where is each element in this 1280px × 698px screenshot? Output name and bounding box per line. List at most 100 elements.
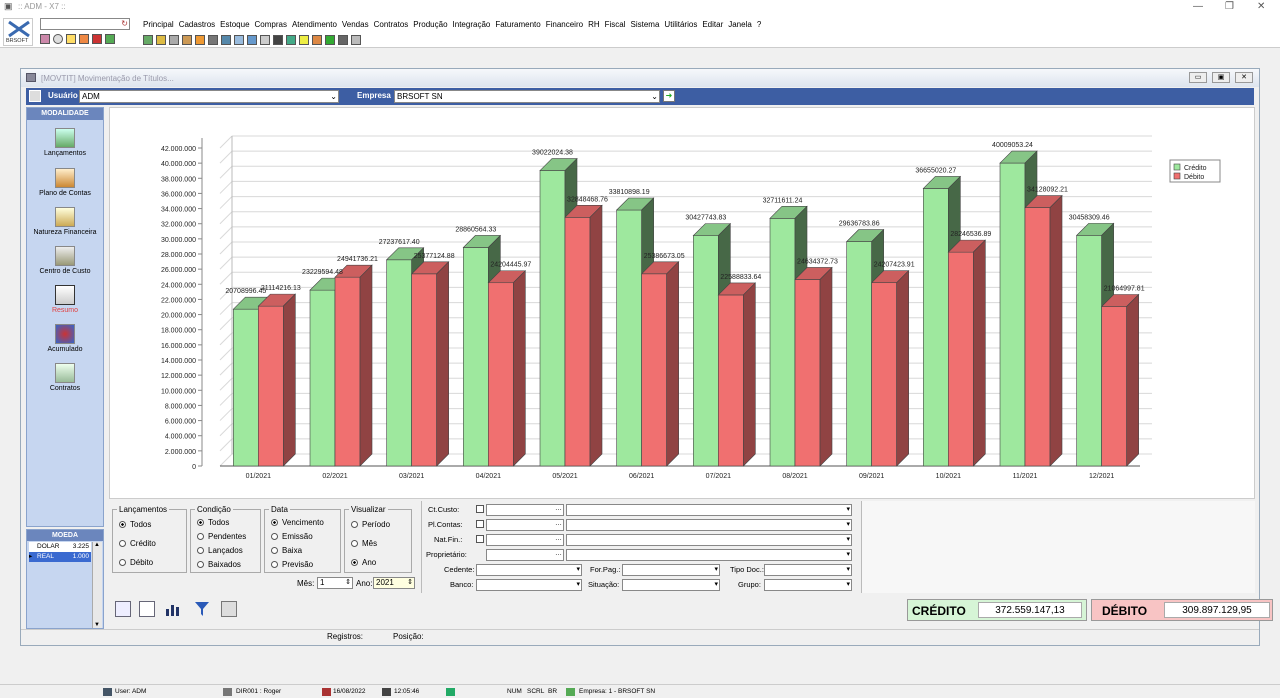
key-icon[interactable]	[66, 34, 76, 44]
sidebar-item-centro-de-custo[interactable]: Centro de Custo	[27, 246, 103, 275]
report-icon[interactable]	[115, 601, 131, 617]
toolbar-icon[interactable]	[234, 35, 244, 45]
toolbar-icon[interactable]	[286, 35, 296, 45]
info-icon[interactable]	[53, 34, 63, 44]
menu-vendas[interactable]: Vendas	[341, 20, 369, 29]
toolbar-icon[interactable]	[247, 35, 257, 45]
radio-data-previsao[interactable]: Previsão	[271, 560, 313, 569]
scroll-down-icon[interactable]: ▼	[94, 622, 100, 628]
menu-principal[interactable]: Principal	[143, 20, 174, 29]
toolbar-icon[interactable]	[221, 35, 231, 45]
close-icon[interactable]: ✕	[1257, 1, 1266, 12]
proprietario-code-input[interactable]: …	[486, 549, 564, 561]
scroll-up-icon[interactable]: ▲	[94, 542, 100, 548]
menu-estoque[interactable]: Estoque	[220, 20, 250, 29]
lookup-icon[interactable]: …	[555, 550, 562, 557]
radio-vis-periodo[interactable]: Período	[351, 520, 390, 529]
toolbar-icon[interactable]	[312, 35, 322, 45]
print-icon[interactable]	[221, 601, 237, 617]
empresa-select[interactable]: BRSOFT SN ⌄	[394, 90, 660, 103]
toolbar-icon[interactable]	[351, 35, 361, 45]
restore-icon[interactable]: ❐	[1225, 1, 1234, 12]
menu-rh[interactable]: RH	[588, 20, 600, 29]
lookup-icon[interactable]: …	[555, 535, 562, 542]
toolbar-icon[interactable]	[143, 35, 153, 45]
grupo-select[interactable]: ▾	[764, 579, 852, 591]
radio-data-vencimento[interactable]: Vencimento	[271, 518, 324, 527]
toolbar-icon[interactable]	[169, 35, 179, 45]
calculator-icon[interactable]	[40, 34, 50, 44]
toolbar-icon[interactable]	[195, 35, 205, 45]
quick-search-input[interactable]: ↻	[40, 18, 130, 30]
menu-producao[interactable]: Produção	[413, 20, 448, 29]
ctcusto-checkbox[interactable]	[476, 505, 484, 513]
radio-data-emissao[interactable]: Emissão	[271, 532, 313, 541]
radio-lanc-credito[interactable]: Crédito	[119, 539, 156, 548]
radio-cond-lancados[interactable]: Lançados	[197, 546, 243, 555]
toolbar-icon[interactable]	[299, 35, 309, 45]
minimize-icon[interactable]: —	[1193, 1, 1203, 12]
banco-select[interactable]: ▾	[476, 579, 582, 591]
moeda-row-dolar[interactable]: DOLAR 3.225	[29, 542, 91, 552]
toolbar-icon[interactable]	[338, 35, 348, 45]
natfin-checkbox[interactable]	[476, 535, 484, 543]
moeda-scrollbar[interactable]: ▲ ▼	[92, 542, 102, 628]
forpag-select[interactable]: ▾	[622, 564, 720, 576]
sidebar-item-lancamentos[interactable]: Lançamentos	[27, 128, 103, 157]
menu-cadastros[interactable]: Cadastros	[178, 20, 216, 29]
sidebar-item-plano-de-contas[interactable]: Plano de Contas	[27, 168, 103, 197]
toolbar-icon[interactable]	[325, 35, 335, 45]
proprietario-select[interactable]: ▾	[566, 549, 852, 561]
menu-editar[interactable]: Editar	[702, 20, 724, 29]
moeda-row-real[interactable]: ▸ REAL 1.000	[29, 552, 91, 562]
spin-icon[interactable]: ⇕	[345, 579, 351, 586]
toolbar-icon[interactable]	[208, 35, 218, 45]
wrench-icon[interactable]	[92, 34, 102, 44]
sidebar-item-acumulado[interactable]: Acumulado	[27, 324, 103, 353]
radio-lanc-debito[interactable]: Débito	[119, 558, 153, 567]
menu-financeiro[interactable]: Financeiro	[545, 20, 584, 29]
natfin-code-input[interactable]: …	[486, 534, 564, 546]
toolbar-icon[interactable]	[182, 35, 192, 45]
ano-spinner[interactable]: 2021 ⇕	[373, 577, 415, 589]
tipodoc-select[interactable]: ▾	[764, 564, 852, 576]
lookup-icon[interactable]: …	[555, 520, 562, 527]
exit-icon[interactable]	[105, 34, 115, 44]
plcontas-checkbox[interactable]	[476, 520, 484, 528]
menu-compras[interactable]: Compras	[254, 20, 287, 29]
sidebar-item-resumo[interactable]: Resumo	[27, 285, 103, 314]
window-minimize-button[interactable]: ▭	[1189, 72, 1207, 83]
toolbar-icon[interactable]	[260, 35, 270, 45]
filter-icon[interactable]	[194, 601, 210, 617]
plcontas-select[interactable]: ▾	[566, 519, 852, 531]
mes-spinner[interactable]: 1 ⇕	[317, 577, 353, 589]
radio-vis-ano[interactable]: Ano	[351, 558, 376, 567]
radio-lanc-todos[interactable]: Todos	[119, 520, 151, 529]
bar-chart-icon[interactable]	[164, 601, 180, 617]
radio-cond-todos[interactable]: Todos	[197, 518, 229, 527]
lookup-icon[interactable]: …	[555, 505, 562, 512]
apply-icon[interactable]: ➜	[663, 90, 675, 102]
menu-atendimento[interactable]: Atendimento	[291, 20, 337, 29]
menu-integracao[interactable]: Integração	[452, 20, 491, 29]
toolbar-icon[interactable]	[156, 35, 166, 45]
ctcusto-select[interactable]: ▾	[566, 504, 852, 516]
cedente-select[interactable]: ▾	[476, 564, 582, 576]
spin-icon[interactable]: ⇕	[407, 579, 413, 586]
menu-janela[interactable]: Janela	[728, 20, 752, 29]
radio-data-baixa[interactable]: Baixa	[271, 546, 302, 555]
menu-sistema[interactable]: Sistema	[630, 20, 660, 29]
window-close-button[interactable]: ✕	[1235, 72, 1253, 83]
refresh-icon[interactable]: ↻	[121, 19, 128, 28]
sidebar-item-natureza-financeira[interactable]: Natureza Financeira	[27, 207, 103, 236]
sidebar-item-contratos[interactable]: Contratos	[27, 363, 103, 392]
window-maximize-button[interactable]: ▣	[1212, 72, 1230, 83]
natfin-select[interactable]: ▾	[566, 534, 852, 546]
radio-vis-mes[interactable]: Mês	[351, 539, 377, 548]
menu-contratos[interactable]: Contratos	[373, 20, 409, 29]
menu-utilitarios[interactable]: Utilitários	[664, 20, 698, 29]
menu-fiscal[interactable]: Fiscal	[604, 20, 626, 29]
eraser-icon[interactable]	[139, 601, 155, 617]
radio-cond-pendentes[interactable]: Pendentes	[197, 532, 246, 541]
tools-icon[interactable]	[79, 34, 89, 44]
